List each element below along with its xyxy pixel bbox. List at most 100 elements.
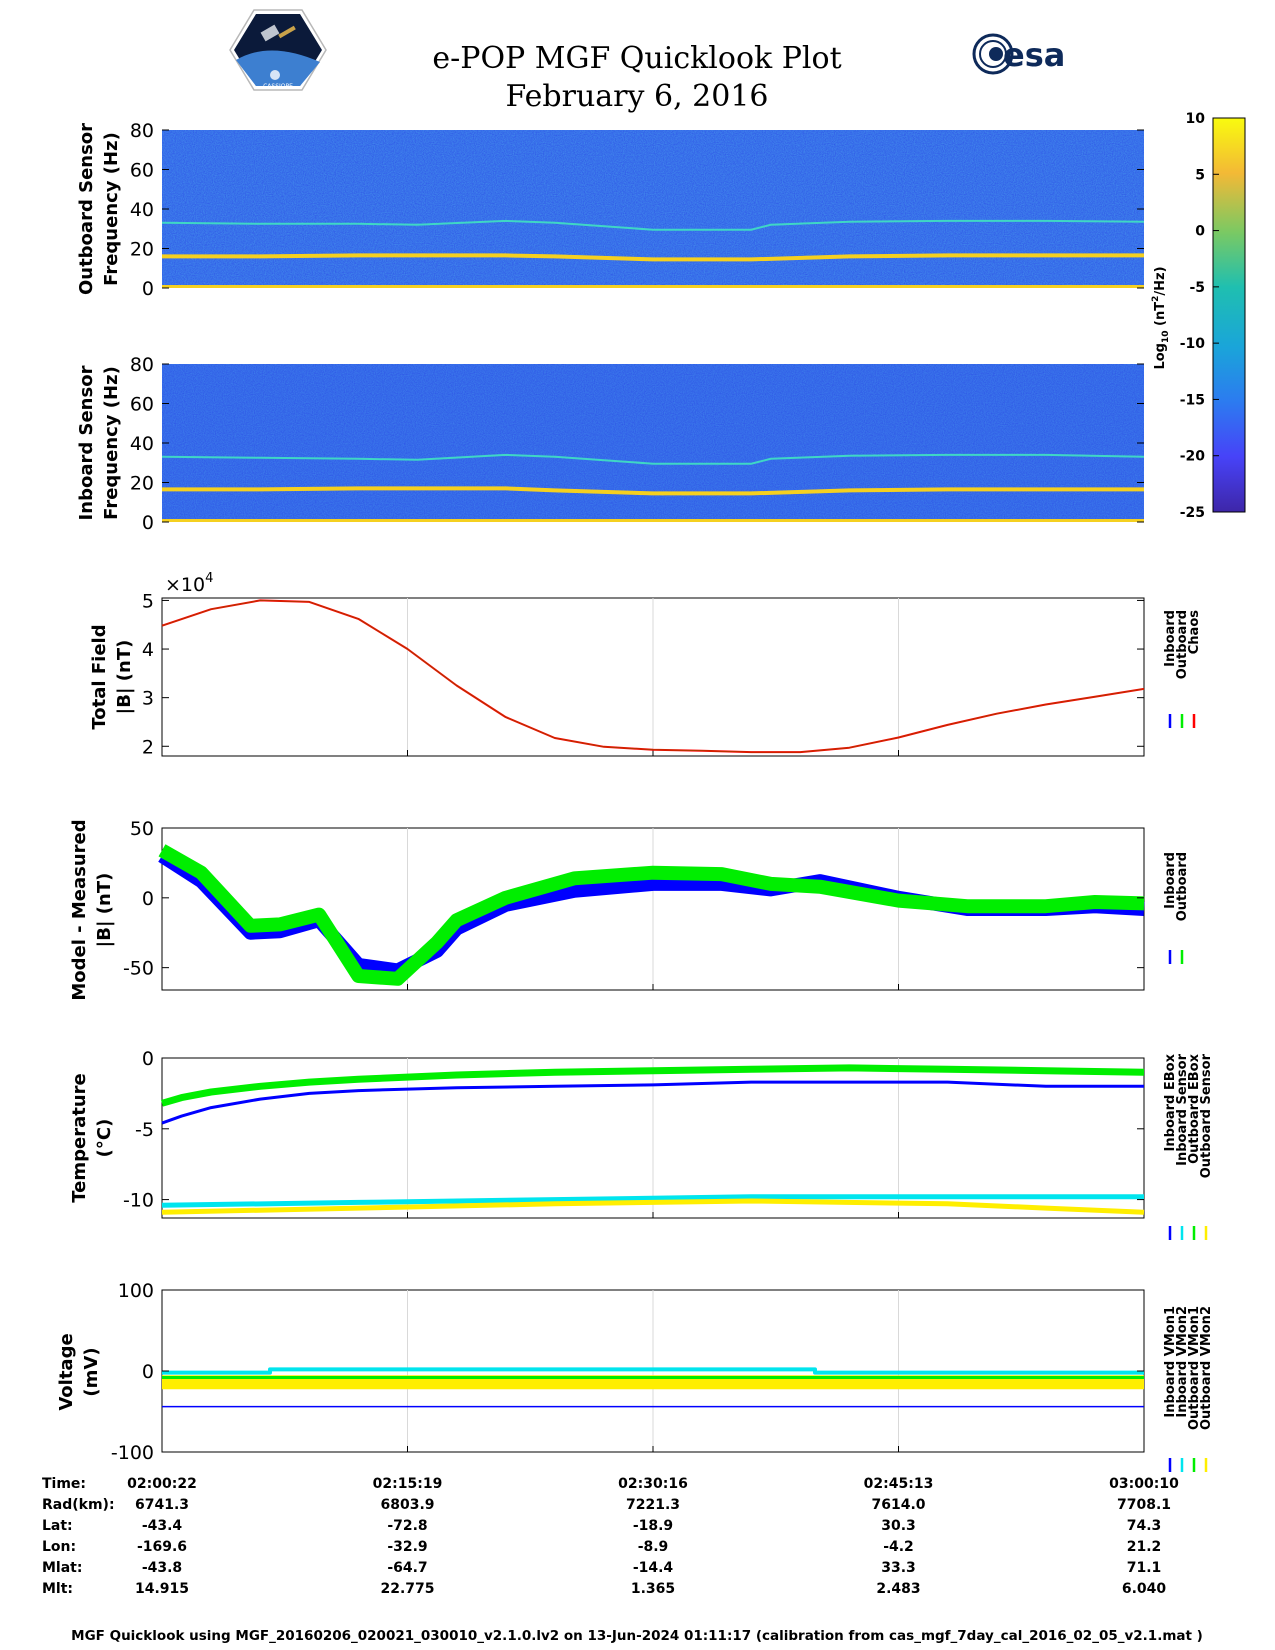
colorbar-label-main: Log: [1153, 343, 1168, 370]
ytick-label: 0: [142, 1361, 154, 1383]
voltage-yticks: 100 0 -100: [111, 1280, 1144, 1464]
temperature-panel: 0 -5 -10 Temperature (°C) Inboard EBoxInbo…: [69, 1048, 1214, 1240]
total-field-ylabel-2: |B| (nT): [114, 640, 135, 715]
ytick-label: 5: [142, 590, 154, 612]
ephemeris-cell: -32.9: [387, 1539, 427, 1555]
temperature-ylabel-1: Temperature: [69, 1073, 90, 1202]
colorbar-gradient: [1212, 117, 1246, 513]
ytick-label: 40: [130, 199, 154, 221]
total-field-exponent-power: 4: [205, 571, 213, 586]
ytick-label: 20: [130, 239, 154, 261]
cassiope-logo: CASSIOPE: [229, 9, 327, 91]
colorbar-tick-label: -25: [1180, 505, 1205, 521]
spectral-line-fundamental: [162, 253, 1144, 262]
colorbar-ticks: 10 5 0 -5 -10 -15 -20 -25: [1180, 111, 1219, 521]
ytick-label: 60: [130, 394, 154, 416]
legend-label: Inboard VMon2: [1175, 1306, 1190, 1418]
footer-caption: MGF Quicklook using MGF_20160206_020021_…: [71, 1628, 1203, 1644]
colorbar-tick-label: -10: [1180, 336, 1206, 352]
ephemeris-cell: 7708.1: [1117, 1497, 1171, 1513]
colorbar-tick-label: 10: [1186, 111, 1206, 127]
outboard-spectral-lines: [161, 219, 1145, 288]
legend-label: Inboard: [1163, 852, 1178, 909]
series-inboard-vmon2: [162, 1367, 1144, 1375]
series-inboard-ebox: [161, 1080, 1144, 1125]
voltage-ylabel-2: (mV): [81, 1347, 102, 1396]
temperature-ylabel-2: (°C): [94, 1119, 115, 1158]
ytick-label: 80: [130, 120, 154, 142]
spectral-line-fundamental: [162, 486, 1144, 496]
esa-logo: esa: [972, 33, 1065, 75]
colorbar-label-unit-b: /Hz): [1153, 266, 1168, 295]
inboard-spectrogram-yticks: 80 60 40 20 0: [130, 354, 1144, 534]
ephemeris-row-label: Lon:: [42, 1539, 76, 1555]
model-measured-series: [158, 844, 1145, 986]
colorbar-label-sub: 10: [1161, 330, 1171, 343]
ephemeris-cell: -169.6: [137, 1539, 187, 1555]
colorbar-label-sup: 2: [1151, 296, 1161, 302]
colorbar-tick-label: -15: [1180, 392, 1205, 408]
total-field-exponent-base: ×10: [165, 574, 205, 596]
outboard-spectrogram-noise: [162, 130, 1144, 288]
outboard-ylabel-2: Frequency (Hz): [101, 132, 122, 286]
ytick-label: 20: [130, 473, 154, 495]
ytick-label: 80: [130, 354, 154, 376]
ephemeris-cell: 6741.3: [135, 1497, 189, 1513]
ephemeris-cell: 2.483: [876, 1581, 920, 1597]
ephemeris-cell: 6803.9: [380, 1497, 434, 1513]
model-measured-panel: 50 0 -50 Model - Measured |B| (nT) Inboard…: [69, 818, 1190, 1001]
ytick-label: 60: [130, 160, 154, 182]
esa-logo-text: esa: [1003, 36, 1065, 74]
ephemeris-cell: 71.1: [1127, 1560, 1162, 1576]
legend-label: Outboard VMon2: [1199, 1306, 1214, 1430]
ephemeris-cell: 02:00:22: [127, 1476, 197, 1492]
legend-label: Outboard VMon1: [1187, 1306, 1202, 1430]
ephemeris-cell: -4.2: [883, 1539, 914, 1555]
legend-label: Inboard EBox: [1163, 1053, 1178, 1151]
ephemeris-row-label: Mlat:: [42, 1560, 82, 1576]
model-measured-ylabel-2: |B| (nT): [94, 873, 115, 948]
legend-label: Chaos: [1187, 610, 1202, 654]
colorbar-tick-label: -5: [1189, 280, 1205, 296]
ytick-label: 0: [142, 512, 154, 534]
ytick-label: -10: [123, 1190, 154, 1212]
colorbar-label-unit-a: (nT: [1153, 302, 1168, 331]
ytick-label: 3: [142, 688, 154, 710]
inboard-spectrogram-noise: [162, 364, 1144, 522]
ephemeris-row-label: Lat:: [42, 1518, 73, 1534]
ephemeris-cell: -18.9: [633, 1518, 673, 1534]
ephemeris-row-label: Mlt:: [42, 1581, 73, 1597]
total-field-yticks: 5 4 3 2: [142, 590, 1144, 758]
outboard-ylabel-1: Outboard Sensor: [76, 123, 97, 295]
ephemeris-cell: 30.3: [881, 1518, 916, 1534]
series-outboard: [158, 844, 1145, 986]
ephemeris-cell: 14.915: [135, 1581, 189, 1597]
ytick-label: 0: [142, 278, 154, 300]
inboard-spectral-lines: [161, 453, 1145, 522]
colorbar-label: Log10 (nT2/Hz): [1151, 266, 1171, 369]
outboard-spectrogram-yticks: 80 60 40 20 0: [130, 120, 1144, 300]
ytick-label: 4: [142, 639, 154, 661]
temperature-yticks: 0 -5 -10: [123, 1048, 1144, 1212]
ytick-label: 100: [118, 1280, 154, 1302]
series-outboard-ebox: [161, 1064, 1145, 1107]
legend-label: Inboard: [1163, 610, 1178, 667]
legend-label: Inboard VMon1: [1163, 1306, 1178, 1418]
ephemeris-cell: -64.7: [387, 1560, 427, 1576]
temperature-series: [161, 1064, 1145, 1215]
total-field-series: [161, 599, 1145, 754]
ephemeris-cell: 22.775: [380, 1581, 434, 1597]
cassiope-logo-label: CASSIOPE: [263, 83, 293, 90]
ephemeris-cell: -43.8: [142, 1560, 182, 1576]
total-field-exponent: ×104: [165, 571, 213, 596]
ephemeris-cell: 7614.0: [871, 1497, 925, 1513]
inboard-ylabel-1: Inboard Sensor: [76, 365, 97, 520]
outboard-spectrogram-panel: 80 60 40 20 0 Outboard Sensor Frequency (Hz): [76, 120, 1145, 300]
plot-title: e-POP MGF Quicklook Plot: [432, 41, 841, 76]
inboard-ylabel-2: Frequency (Hz): [101, 366, 122, 520]
ephemeris-cell: 6.040: [1122, 1581, 1167, 1597]
